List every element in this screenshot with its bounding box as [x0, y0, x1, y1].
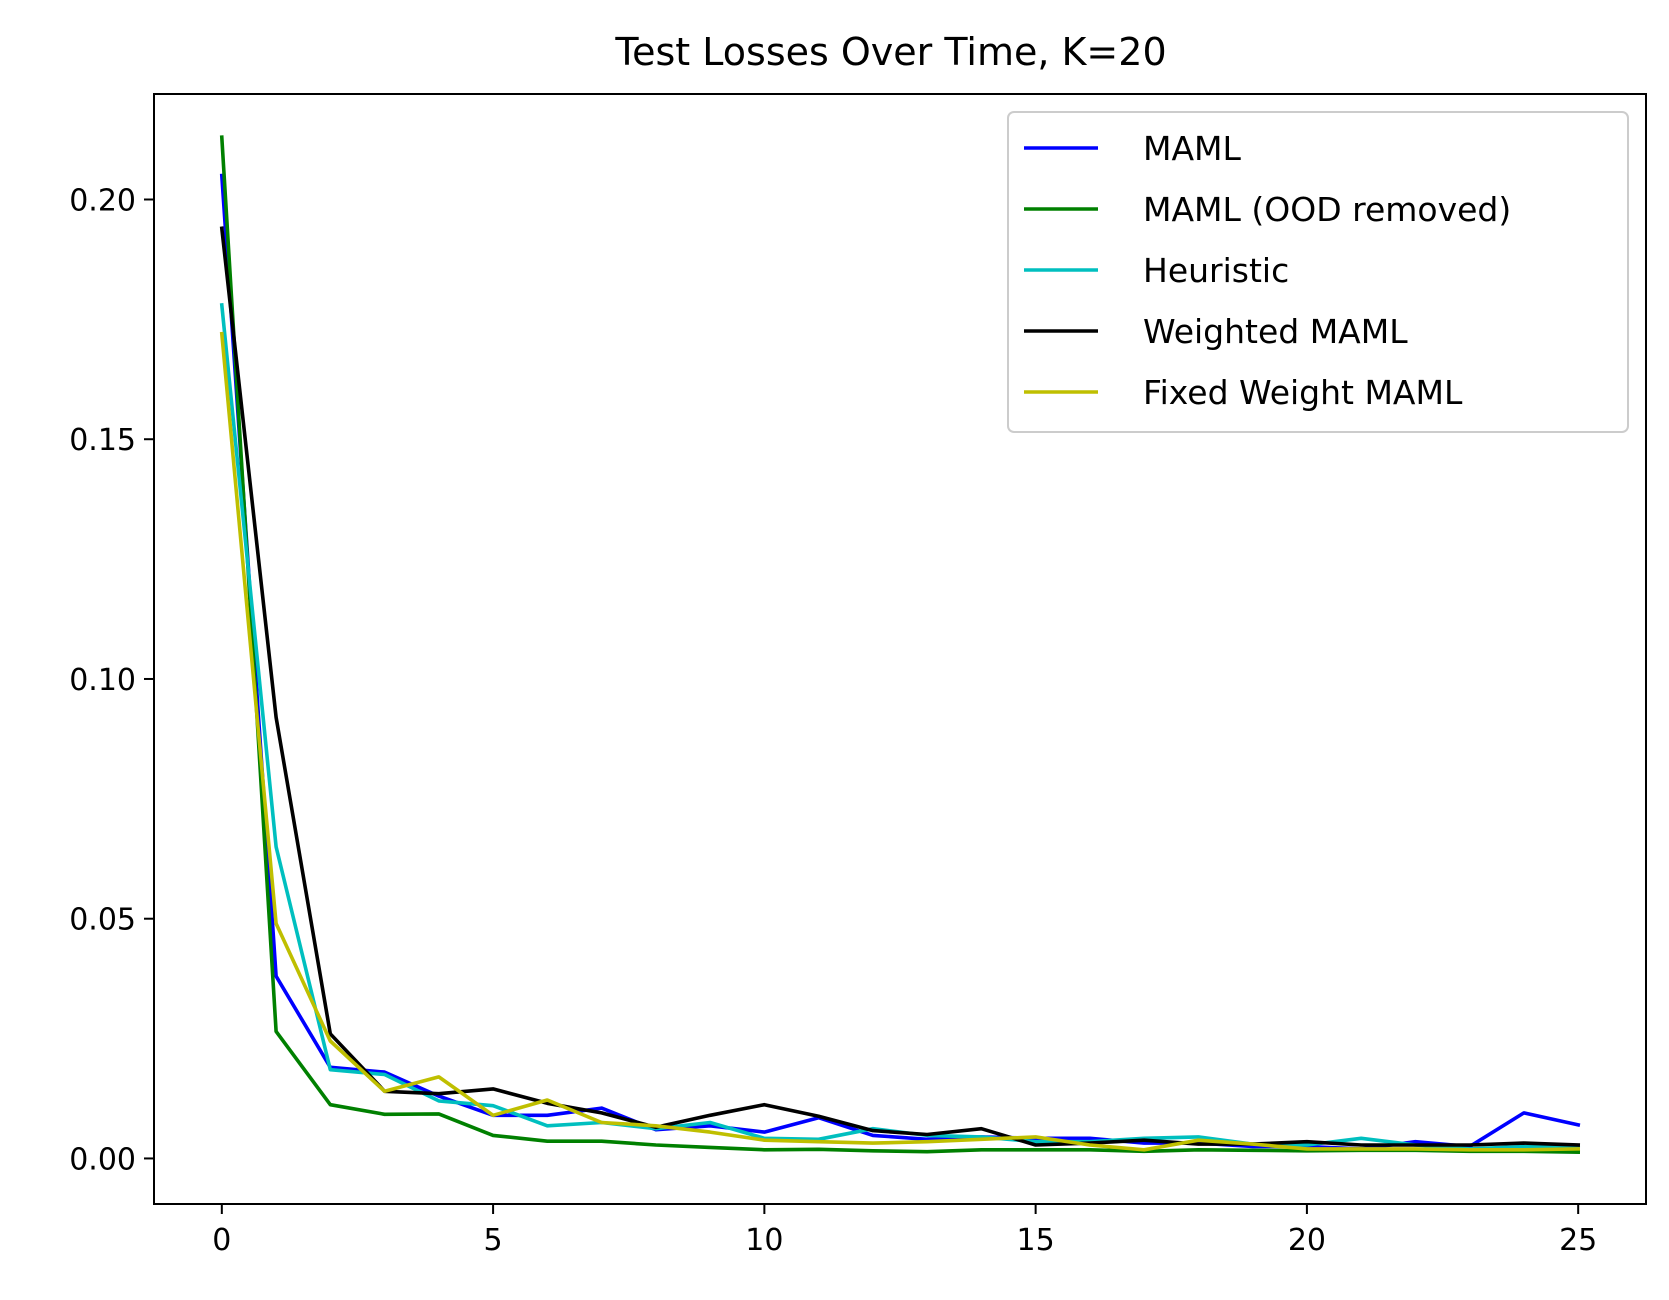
- legend-label-1: MAML (OOD removed): [1143, 190, 1511, 229]
- y-tick-label: 0.15: [69, 423, 136, 458]
- y-tick-label: 0.20: [69, 183, 136, 218]
- legend-label-3: Weighted MAML: [1143, 312, 1408, 351]
- x-tick-label: 10: [745, 1223, 783, 1258]
- legend-label-0: MAML: [1143, 129, 1242, 168]
- legend-label-2: Heuristic: [1143, 251, 1289, 290]
- x-tick-label: 15: [1017, 1223, 1055, 1258]
- axes-frame: [153, 93, 1647, 1205]
- chart-title: Test Losses Over Time, K=20: [614, 30, 1166, 74]
- y-tick-label: 0.00: [69, 1142, 136, 1177]
- y-axis-ticks: 0.00 0.05 0.10 0.15 0.20: [69, 183, 154, 1177]
- series-line-4: [219, 331, 1581, 1152]
- x-tick-label: 25: [1559, 1223, 1597, 1258]
- series-lines: [219, 135, 1581, 1155]
- x-tick-label: 5: [484, 1223, 503, 1258]
- y-tick-label: 0.10: [69, 663, 136, 698]
- series-line-3: [219, 226, 1581, 1147]
- x-axis-ticks: 0 5 10 15 20 25: [212, 1204, 1597, 1258]
- legend-label-4: Fixed Weight MAML: [1143, 373, 1463, 412]
- x-tick-label: 20: [1288, 1223, 1326, 1258]
- legend-box: [1007, 111, 1629, 433]
- legend: MAML MAML (OOD removed) Heuristic Weighted …: [1007, 111, 1629, 433]
- x-tick-label: 0: [212, 1223, 231, 1258]
- y-tick-label: 0.05: [69, 903, 136, 938]
